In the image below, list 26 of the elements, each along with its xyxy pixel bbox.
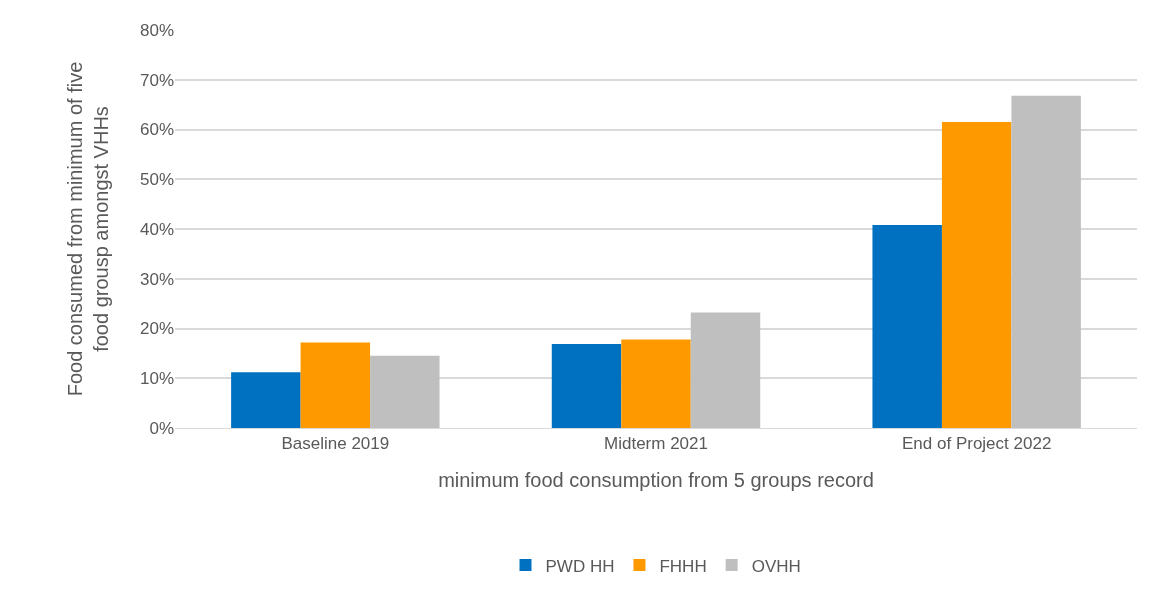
bar bbox=[551, 343, 622, 428]
bar bbox=[300, 342, 371, 428]
x-tick-label: End of Project 2022 bbox=[902, 434, 1052, 454]
bar bbox=[690, 312, 761, 428]
y-tick-label: 50% bbox=[139, 170, 174, 190]
bar bbox=[621, 339, 691, 428]
x-tick-label: Midterm 2021 bbox=[604, 434, 708, 454]
bar bbox=[1011, 95, 1081, 428]
legend-label: FHHH bbox=[659, 556, 707, 576]
y-tick-label: 0% bbox=[149, 418, 174, 438]
bar bbox=[231, 372, 301, 428]
y-tick-label: 40% bbox=[139, 219, 174, 239]
y-tick-label: 80% bbox=[139, 20, 174, 40]
y-tick-label: 30% bbox=[139, 269, 174, 289]
y-tick-label: 60% bbox=[139, 120, 174, 140]
bar bbox=[370, 355, 440, 428]
y-axis-title: Food consumed from minimum of five food grousp amongst VHHs bbox=[64, 61, 113, 397]
y-tick-label: 20% bbox=[139, 319, 174, 339]
y-tick-label: 10% bbox=[139, 369, 174, 389]
legend-label: PWD HH bbox=[545, 556, 615, 576]
x-tick-label: Baseline 2019 bbox=[281, 434, 390, 454]
bar bbox=[941, 122, 1012, 428]
bar bbox=[872, 225, 942, 428]
y-tick-label: 70% bbox=[139, 70, 174, 90]
legend-label: OVHH bbox=[751, 556, 801, 576]
x-axis-title: minimum food consumption from 5 groups record bbox=[438, 468, 874, 491]
